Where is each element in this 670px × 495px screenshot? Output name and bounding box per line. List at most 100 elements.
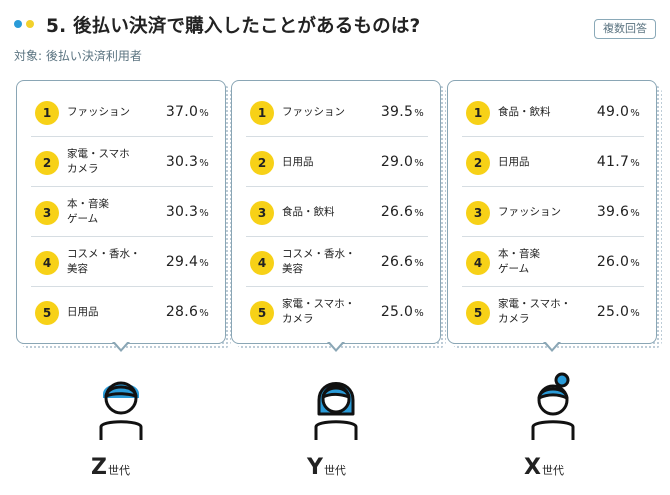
ranking-row: 2 家電・スマホ カメラ 30.3% <box>31 137 213 187</box>
rank-badge: 4 <box>35 251 59 275</box>
percent-number: 39.5 <box>380 104 414 120</box>
rank-badge: 3 <box>35 201 59 225</box>
generation-letter: Y <box>307 455 323 480</box>
percent-number: 25.0 <box>380 304 414 320</box>
ranking-row: 3 ファッション 39.6% <box>462 187 644 237</box>
ranking-row: 3 食品・飲料 26.6% <box>246 187 428 237</box>
generation-label-x: X 世代 <box>524 450 564 480</box>
person-short-hair-icon <box>99 381 143 440</box>
item-value: 30.3% <box>166 187 209 237</box>
ranking-row: 3 本・音楽 ゲーム 30.3% <box>31 187 213 237</box>
item-label: 日用品 <box>498 155 530 168</box>
item-label: 家電・スマホ・ カメラ <box>498 298 572 325</box>
ranking-row: 1 ファッション 37.0% <box>31 87 213 137</box>
item-label: コスメ・香水・ 美容 <box>67 248 141 275</box>
item-value: 30.3% <box>166 137 209 187</box>
ranking-card: 1 ファッション 37.0% 2 家電・スマホ カメラ 30.3% 3 本・音楽… <box>16 80 226 344</box>
percent-number: 29.0 <box>380 154 414 170</box>
percent-unit: % <box>199 108 209 119</box>
rank-badge: 4 <box>466 251 490 275</box>
ranking-row: 5 家電・スマホ・ カメラ 25.0% <box>246 287 428 337</box>
rank-badge: 5 <box>466 301 490 325</box>
item-label: ファッション <box>282 105 345 118</box>
item-value: 26.6% <box>381 237 424 287</box>
percent-unit: % <box>630 258 640 269</box>
rank-badge: 1 <box>466 101 490 125</box>
item-label: 本・音楽 ゲーム <box>67 198 109 225</box>
item-label: 家電・スマホ・ カメラ <box>282 298 356 325</box>
item-label: ファッション <box>67 105 130 118</box>
percent-number: 26.6 <box>380 204 414 220</box>
item-value: 39.6% <box>597 187 640 237</box>
ranking-row: 4 コスメ・香水・ 美容 29.4% <box>31 237 213 287</box>
ranking-card: 1 食品・飲料 49.0% 2 日用品 41.7% 3 ファッション 39.6%… <box>447 80 657 344</box>
ranking-row: 1 食品・飲料 49.0% <box>462 87 644 137</box>
item-value: 49.0% <box>597 87 640 137</box>
rank-badge: 1 <box>35 101 59 125</box>
item-value: 29.4% <box>166 237 209 287</box>
percent-unit: % <box>199 158 209 169</box>
percent-unit: % <box>630 108 640 119</box>
generation-letter: X <box>524 455 541 480</box>
item-value: 25.0% <box>597 287 640 337</box>
rank-badge: 1 <box>250 101 274 125</box>
page-title: 5. 後払い決済で購入したことがあるものは? <box>46 16 421 37</box>
item-value: 26.6% <box>381 187 424 237</box>
generation-letter: Z <box>91 455 107 480</box>
ranking-row: 4 本・音楽 ゲーム 26.0% <box>462 237 644 287</box>
rank-badge: 5 <box>35 301 59 325</box>
percent-unit: % <box>414 158 424 169</box>
item-label: 日用品 <box>282 155 314 168</box>
percent-number: 26.6 <box>380 254 414 270</box>
item-label: 家電・スマホ カメラ <box>67 148 130 175</box>
generation-label-y: Y 世代 <box>307 450 346 480</box>
item-value: 26.0% <box>597 237 640 287</box>
panel-gen-y: 1 ファッション 39.5% 2 日用品 29.0% 3 食品・飲料 26.6%… <box>231 80 446 352</box>
item-value: 28.6% <box>166 287 209 337</box>
item-label: 日用品 <box>67 305 99 318</box>
generation-suffix: 世代 <box>107 464 130 477</box>
percent-unit: % <box>199 308 209 319</box>
item-value: 39.5% <box>381 87 424 137</box>
ranking-row: 5 家電・スマホ・ カメラ 25.0% <box>462 287 644 337</box>
ranking-row: 4 コスメ・香水・ 美容 26.6% <box>246 237 428 287</box>
person-bun-hair-icon <box>531 372 575 440</box>
title-dots-icon <box>14 20 40 30</box>
header: 5. 後払い決済で購入したことがあるものは? 複数回答 <box>14 10 656 40</box>
item-label: ファッション <box>498 205 561 218</box>
ranking-row: 2 日用品 41.7% <box>462 137 644 187</box>
percent-unit: % <box>414 258 424 269</box>
percent-unit: % <box>414 308 424 319</box>
rank-badge: 2 <box>250 151 274 175</box>
item-value: 29.0% <box>381 137 424 187</box>
speech-tail-inner <box>545 341 559 349</box>
percent-number: 29.4 <box>165 254 199 270</box>
percent-unit: % <box>414 108 424 119</box>
percent-number: 37.0 <box>165 104 199 120</box>
percent-unit: % <box>199 258 209 269</box>
ranking-row: 1 ファッション 39.5% <box>246 87 428 137</box>
percent-unit: % <box>199 208 209 219</box>
item-value: 25.0% <box>381 287 424 337</box>
item-label: 本・音楽 ゲーム <box>498 248 540 275</box>
panel-gen-z: 1 ファッション 37.0% 2 家電・スマホ カメラ 30.3% 3 本・音楽… <box>16 80 231 352</box>
item-label: コスメ・香水・ 美容 <box>282 248 356 275</box>
generation-suffix: 世代 <box>541 464 564 477</box>
percent-number: 25.0 <box>596 304 630 320</box>
rank-badge: 5 <box>250 301 274 325</box>
percent-number: 30.3 <box>165 204 199 220</box>
target-subtitle: 対象: 後払い決済利用者 <box>14 49 142 63</box>
rank-badge: 4 <box>250 251 274 275</box>
multiple-answer-badge: 複数回答 <box>594 19 656 39</box>
item-label: 食品・飲料 <box>498 105 551 118</box>
panel-gen-x: 1 食品・飲料 49.0% 2 日用品 41.7% 3 ファッション 39.6%… <box>447 80 662 352</box>
item-label: 食品・飲料 <box>282 205 335 218</box>
percent-number: 26.0 <box>596 254 630 270</box>
percent-number: 41.7 <box>596 154 630 170</box>
generation-label-z: Z 世代 <box>91 450 130 480</box>
ranking-row: 2 日用品 29.0% <box>246 137 428 187</box>
percent-number: 30.3 <box>165 154 199 170</box>
generation-suffix: 世代 <box>323 464 346 477</box>
rank-badge: 2 <box>466 151 490 175</box>
blue-dot-icon <box>14 20 22 28</box>
